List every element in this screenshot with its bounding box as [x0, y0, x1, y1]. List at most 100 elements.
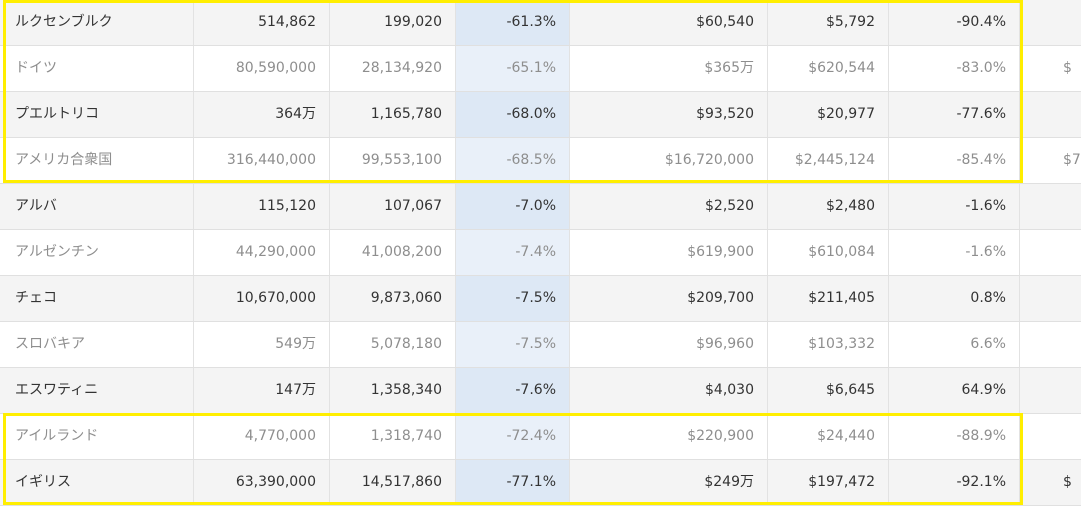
- value-cell: $220,900: [570, 414, 768, 459]
- table-row[interactable]: ルクセンブルク 514,862 199,020 -61.3% $60,540 $…: [0, 0, 1081, 46]
- value-cell: $24,440: [768, 414, 889, 459]
- table-row[interactable]: アルゼンチン 44,290,000 41,008,200 -7.4% $619,…: [0, 230, 1081, 276]
- value-cell: $2,480: [768, 184, 889, 229]
- country-cell: アルゼンチン: [0, 230, 194, 275]
- percent-cell: -7.5%: [456, 322, 570, 367]
- value-cell-clipped: [1020, 0, 1081, 45]
- value-cell: $610,084: [768, 230, 889, 275]
- value-cell: $620,544: [768, 46, 889, 91]
- percent-cell: -72.4%: [456, 414, 570, 459]
- percent-cell: 64.9%: [889, 368, 1020, 413]
- value-cell: $93,520: [570, 92, 768, 137]
- percent-cell: -90.4%: [889, 0, 1020, 45]
- country-cell: プエルトリコ: [0, 92, 194, 137]
- value-cell-clipped: [1020, 322, 1081, 367]
- value-cell: $16,720,000: [570, 138, 768, 183]
- percent-cell: -7.0%: [456, 184, 570, 229]
- value-cell: $96,960: [570, 322, 768, 367]
- value-cell: 147万: [194, 368, 330, 413]
- percent-cell: -7.5%: [456, 276, 570, 321]
- value-cell: $20,977: [768, 92, 889, 137]
- percent-cell: -77.6%: [889, 92, 1020, 137]
- percent-cell: -65.1%: [456, 46, 570, 91]
- value-cell: 63,390,000: [194, 460, 330, 505]
- table-row[interactable]: アルバ 115,120 107,067 -7.0% $2,520 $2,480 …: [0, 184, 1081, 230]
- country-cell: イギリス: [0, 460, 194, 505]
- percent-cell: -88.9%: [889, 414, 1020, 459]
- percent-cell: 0.8%: [889, 276, 1020, 321]
- value-cell: 4,770,000: [194, 414, 330, 459]
- percent-cell: -61.3%: [456, 0, 570, 45]
- country-cell: アイルランド: [0, 414, 194, 459]
- value-cell: $209,700: [570, 276, 768, 321]
- value-cell: 1,318,740: [330, 414, 456, 459]
- table-row[interactable]: プエルトリコ 364万 1,165,780 -68.0% $93,520 $20…: [0, 92, 1081, 138]
- value-cell: 14,517,860: [330, 460, 456, 505]
- percent-cell: -77.1%: [456, 460, 570, 505]
- value-cell: 5,078,180: [330, 322, 456, 367]
- table-row[interactable]: ドイツ 80,590,000 28,134,920 -65.1% $365万 $…: [0, 46, 1081, 92]
- value-cell: $6,645: [768, 368, 889, 413]
- value-cell: $197,472: [768, 460, 889, 505]
- value-cell: 28,134,920: [330, 46, 456, 91]
- value-cell: 9,873,060: [330, 276, 456, 321]
- value-cell-clipped: [1020, 368, 1081, 413]
- table-row[interactable]: エスワティニ 147万 1,358,340 -7.6% $4,030 $6,64…: [0, 368, 1081, 414]
- value-cell: 1,358,340: [330, 368, 456, 413]
- value-cell: 1,165,780: [330, 92, 456, 137]
- value-cell-clipped: [1020, 92, 1081, 137]
- value-cell: 364万: [194, 92, 330, 137]
- value-cell: 99,553,100: [330, 138, 456, 183]
- percent-cell: -1.6%: [889, 230, 1020, 275]
- value-cell-clipped: [1020, 230, 1081, 275]
- percent-cell: -1.6%: [889, 184, 1020, 229]
- value-cell: 549万: [194, 322, 330, 367]
- country-cell: エスワティニ: [0, 368, 194, 413]
- value-cell: 80,590,000: [194, 46, 330, 91]
- table-row[interactable]: チェコ 10,670,000 9,873,060 -7.5% $209,700 …: [0, 276, 1081, 322]
- value-cell-clipped: $: [1063, 60, 1072, 76]
- table-row[interactable]: イギリス 63,390,000 14,517,860 -77.1% $249万 …: [0, 460, 1081, 506]
- value-cell-clipped: $7: [1063, 152, 1081, 168]
- percent-cell: -92.1%: [889, 460, 1020, 505]
- country-cell: チェコ: [0, 276, 194, 321]
- percent-cell: -68.0%: [456, 92, 570, 137]
- percent-cell: -85.4%: [889, 138, 1020, 183]
- percent-cell: 6.6%: [889, 322, 1020, 367]
- value-cell: 10,670,000: [194, 276, 330, 321]
- country-cell: スロバキア: [0, 322, 194, 367]
- value-cell: 44,290,000: [194, 230, 330, 275]
- value-cell: 41,008,200: [330, 230, 456, 275]
- value-cell: $60,540: [570, 0, 768, 45]
- value-cell: $5,792: [768, 0, 889, 45]
- value-cell: $619,900: [570, 230, 768, 275]
- percent-cell: -7.4%: [456, 230, 570, 275]
- value-cell: $249万: [570, 460, 768, 505]
- table-row[interactable]: アメリカ合衆国 316,440,000 99,553,100 -68.5% $1…: [0, 138, 1081, 184]
- table-row[interactable]: スロバキア 549万 5,078,180 -7.5% $96,960 $103,…: [0, 322, 1081, 368]
- value-cell: 199,020: [330, 0, 456, 45]
- value-cell: 107,067: [330, 184, 456, 229]
- value-cell: 316,440,000: [194, 138, 330, 183]
- country-cell: アメリカ合衆国: [0, 138, 194, 183]
- country-cell: ドイツ: [0, 46, 194, 91]
- value-cell-clipped: [1020, 276, 1081, 321]
- value-cell: $103,332: [768, 322, 889, 367]
- country-cell: ルクセンブルク: [0, 0, 194, 45]
- value-cell: $365万: [570, 46, 768, 91]
- value-cell: $4,030: [570, 368, 768, 413]
- value-cell-clipped: $: [1063, 474, 1072, 490]
- value-cell-clipped: [1020, 414, 1081, 459]
- country-cell: アルバ: [0, 184, 194, 229]
- value-cell-clipped: [1020, 184, 1081, 229]
- value-cell: $2,445,124: [768, 138, 889, 183]
- value-cell: 115,120: [194, 184, 330, 229]
- value-cell: $211,405: [768, 276, 889, 321]
- percent-cell: -7.6%: [456, 368, 570, 413]
- percent-cell: -68.5%: [456, 138, 570, 183]
- value-cell: 514,862: [194, 0, 330, 45]
- value-cell: $2,520: [570, 184, 768, 229]
- percent-cell: -83.0%: [889, 46, 1020, 91]
- table-row[interactable]: アイルランド 4,770,000 1,318,740 -72.4% $220,9…: [0, 414, 1081, 460]
